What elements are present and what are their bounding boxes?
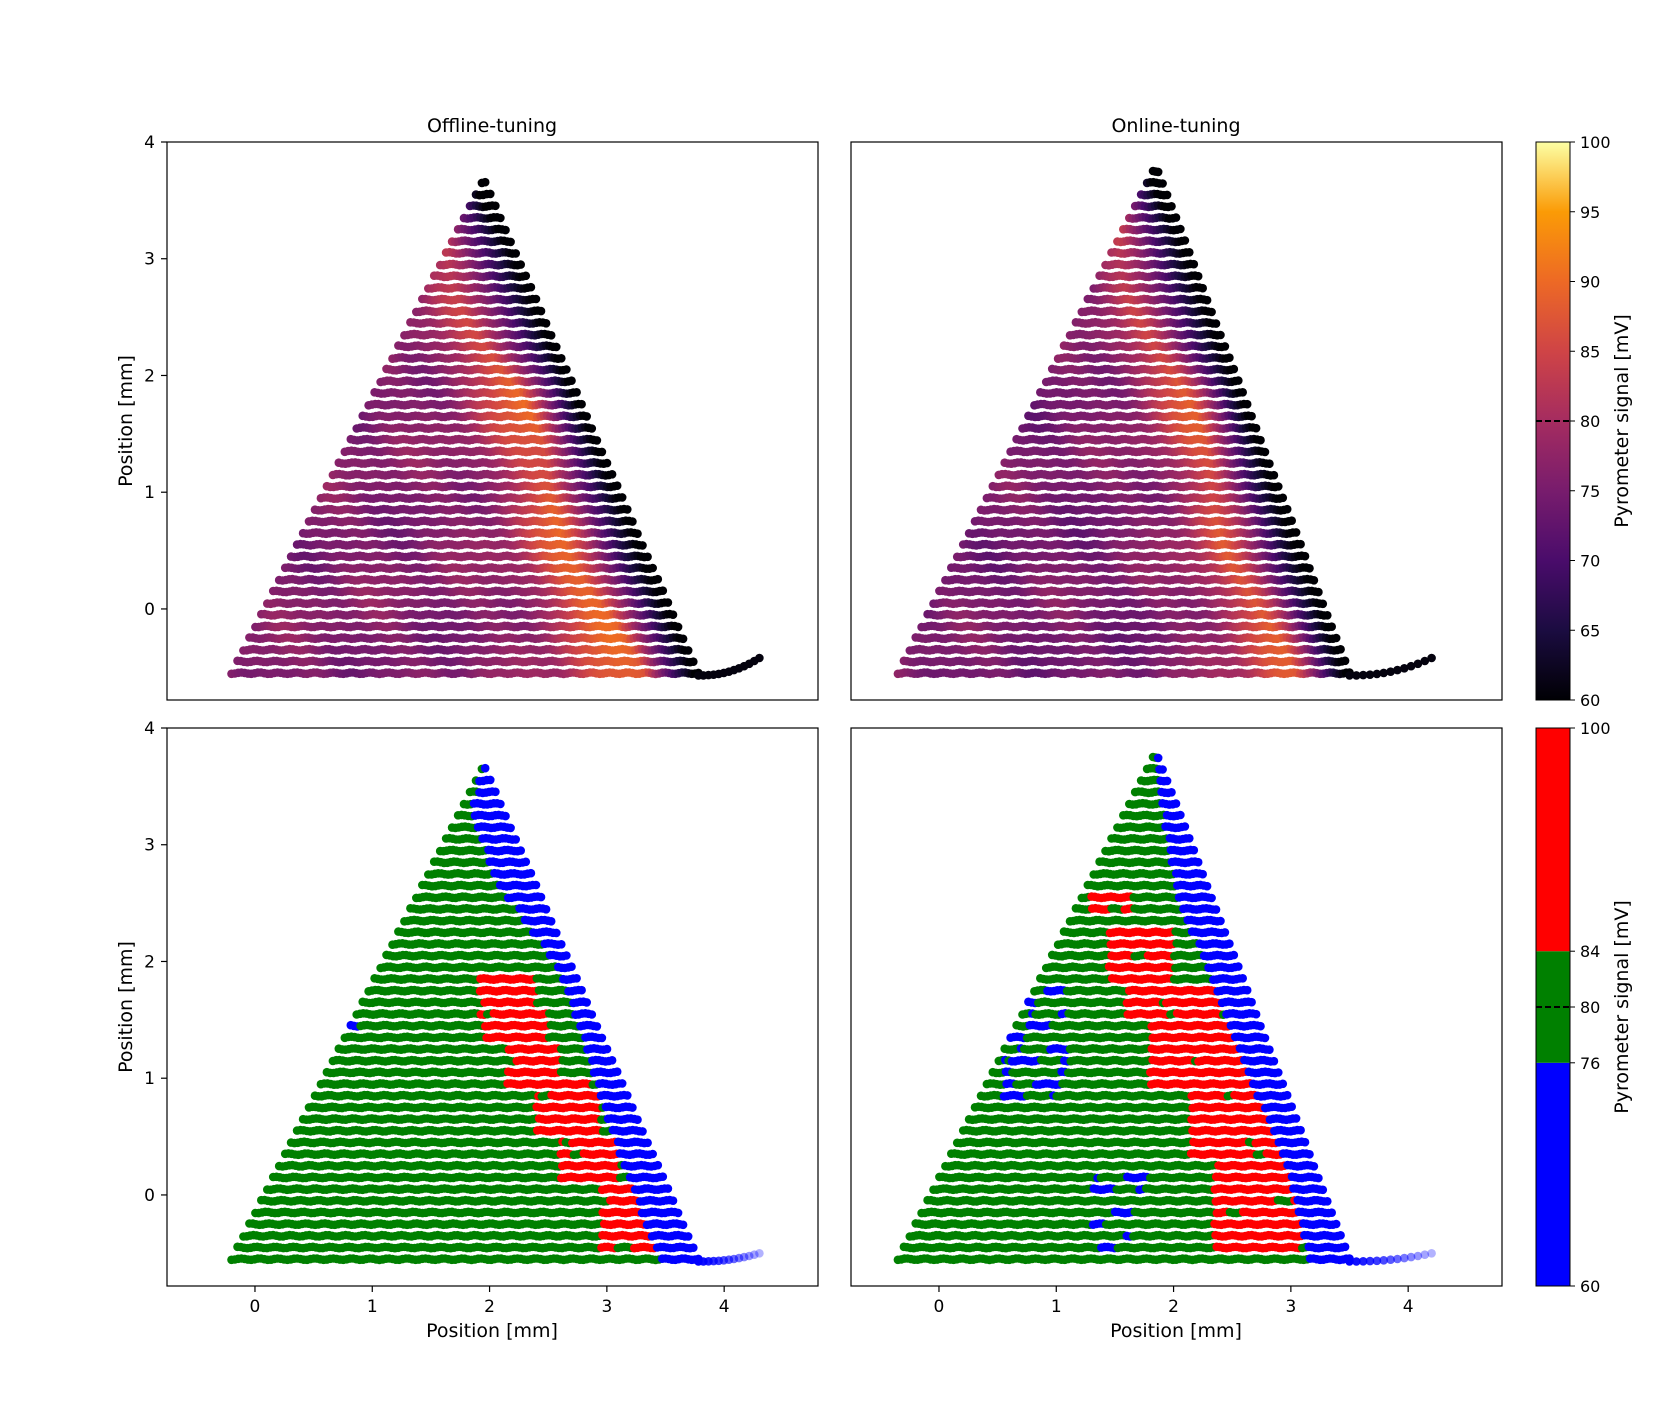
panel-top-left <box>227 177 764 680</box>
scan-point <box>648 563 657 573</box>
scan-point <box>1291 528 1301 537</box>
scan-point <box>572 388 581 397</box>
scan-point <box>567 376 576 386</box>
scan-point <box>516 260 525 269</box>
scan-point <box>1331 633 1341 643</box>
scan-point <box>552 342 561 352</box>
scan-point <box>658 586 668 595</box>
scan-point <box>1318 599 1328 609</box>
scan-point <box>668 610 678 619</box>
scan-point <box>623 505 632 514</box>
scan-point <box>673 622 683 632</box>
scan-point <box>1309 576 1319 585</box>
scan-point <box>531 294 541 304</box>
scan-point <box>607 470 617 479</box>
scan-point <box>496 213 505 223</box>
panel-top-right <box>893 166 1436 680</box>
scan-point <box>643 552 652 562</box>
scan-point <box>633 529 642 538</box>
scan-point <box>678 634 688 644</box>
scan-point <box>536 306 546 316</box>
scan-point <box>491 201 500 211</box>
scan-point <box>526 282 536 292</box>
scan-point <box>1296 539 1305 549</box>
scan-point <box>582 412 591 421</box>
scan-point <box>1300 551 1310 561</box>
scan-point <box>638 541 647 550</box>
scan-point <box>755 653 764 663</box>
scan-point <box>501 225 510 235</box>
scan-point <box>1314 587 1323 597</box>
scan-point <box>577 399 586 409</box>
scan-point <box>521 271 531 281</box>
scan-point <box>541 319 551 328</box>
scan-point <box>602 458 612 468</box>
scan-point <box>486 189 495 199</box>
scan-point <box>1340 656 1350 666</box>
scan-point <box>628 517 637 526</box>
scan-point <box>617 493 627 502</box>
scan-point <box>480 177 490 187</box>
scan-point <box>1287 516 1296 525</box>
scan-point <box>1327 622 1336 631</box>
scan-point <box>653 574 663 584</box>
scan-point <box>1278 493 1288 503</box>
scan-point <box>506 237 515 247</box>
panel-title-online: Online-tuning <box>1111 115 1240 137</box>
scan-point <box>683 646 693 655</box>
scan-point <box>612 481 622 491</box>
scan-point <box>1323 611 1332 620</box>
scan-point <box>587 424 597 433</box>
scan-point <box>1305 564 1314 573</box>
scan-point <box>562 365 571 374</box>
scan-point <box>597 447 607 457</box>
scan-point <box>592 436 602 445</box>
scan-point <box>689 657 698 666</box>
scan-point <box>511 249 520 258</box>
scan-point <box>546 331 556 340</box>
scan-point <box>1282 504 1292 514</box>
scan-point <box>1336 645 1345 654</box>
panel-title-offline: Offline-tuning <box>427 115 557 137</box>
scan-point <box>557 354 566 363</box>
scan-point <box>663 598 673 607</box>
